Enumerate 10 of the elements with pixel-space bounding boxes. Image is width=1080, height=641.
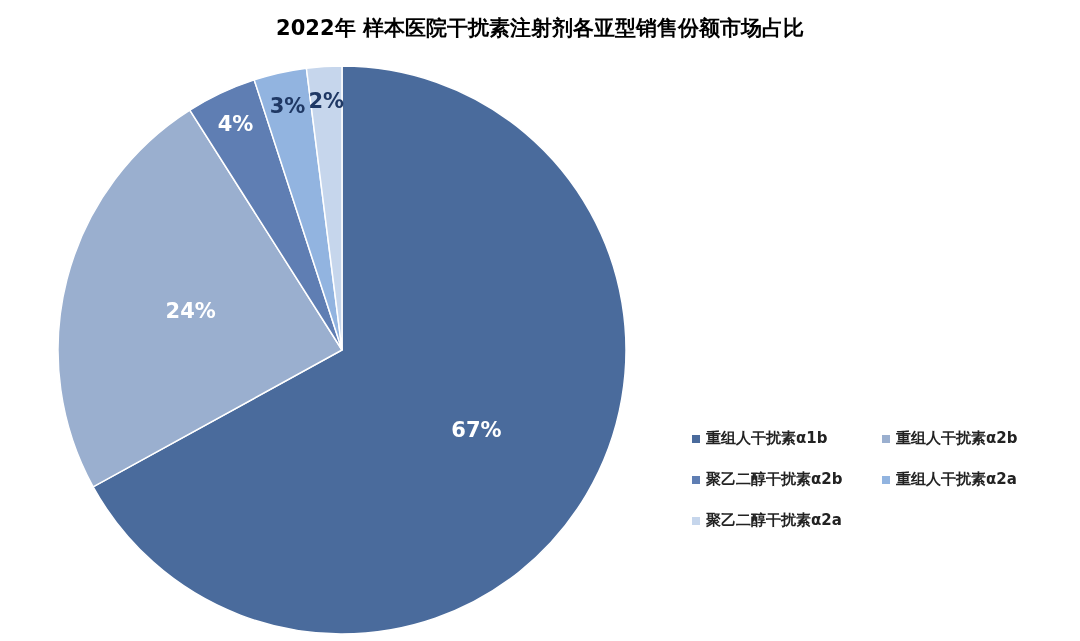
- data-label: 3%: [269, 94, 306, 119]
- chart-title: 2022年 样本医院干扰素注射剂各亚型销售份额市场占比: [275, 15, 805, 42]
- data-label: 67%: [451, 417, 502, 442]
- legend-label: 聚乙二醇干扰素α2a: [705, 511, 843, 530]
- data-label: 24%: [165, 299, 216, 324]
- legend-label: 重组人干扰素α1b: [705, 429, 829, 448]
- data-label: 4%: [217, 111, 254, 136]
- legend-label: 聚乙二醇干扰素α2b: [705, 470, 844, 489]
- legend-label: 重组人干扰素α2a: [895, 470, 1018, 489]
- legend-label: 重组人干扰素α2b: [895, 429, 1019, 448]
